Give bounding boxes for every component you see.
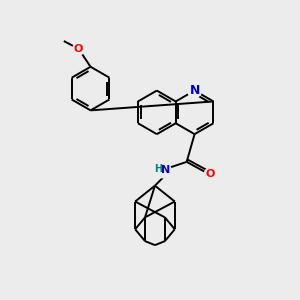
Text: H: H bbox=[154, 164, 162, 174]
Circle shape bbox=[188, 84, 202, 98]
Circle shape bbox=[73, 43, 85, 55]
Circle shape bbox=[205, 168, 216, 180]
Text: N: N bbox=[189, 84, 200, 97]
Text: N: N bbox=[161, 165, 170, 175]
Circle shape bbox=[155, 162, 171, 178]
Text: O: O bbox=[74, 44, 83, 54]
Text: O: O bbox=[206, 169, 215, 179]
